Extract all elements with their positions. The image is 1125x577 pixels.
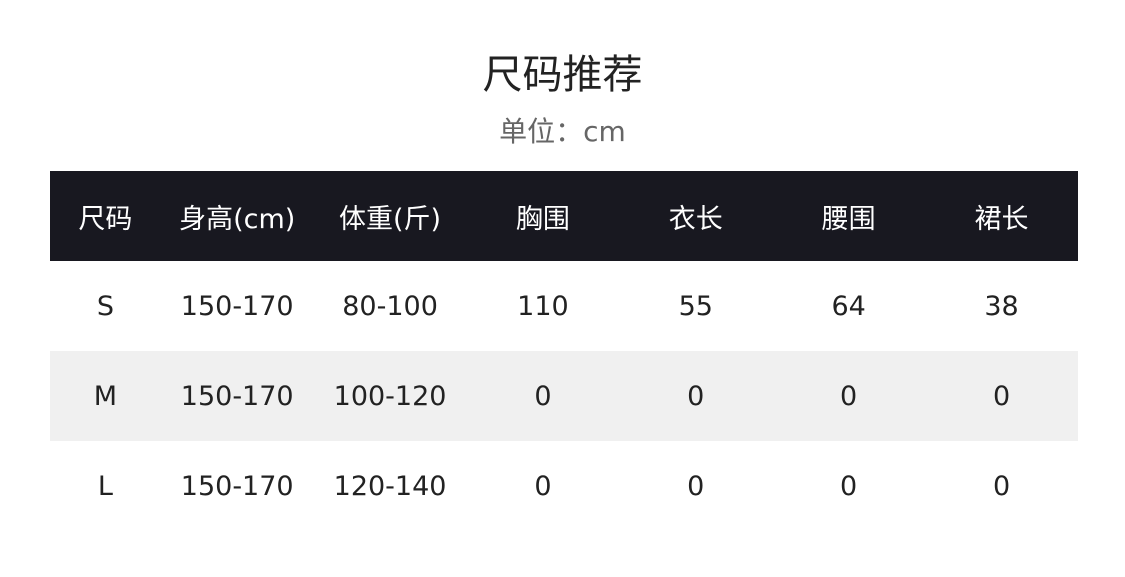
table-cell: 110 (517, 290, 569, 322)
header-cell: 身高(cm) (179, 203, 296, 235)
table-row: L 150-170 120-140 0 0 0 0 (50, 441, 1078, 531)
table-cell: 120-140 (333, 470, 447, 502)
table-cell: 0 (992, 470, 1011, 502)
table-cell: S (96, 290, 114, 322)
table-row: S 150-170 80-100 110 55 64 38 (50, 261, 1078, 351)
header-cell: 尺码 (78, 203, 133, 235)
header-cell: 衣长 (668, 203, 723, 235)
header-cell: 腰围 (821, 203, 876, 235)
table-cell: 150-170 (180, 290, 294, 322)
page-title: 尺码推荐 (482, 52, 643, 98)
header-cell: 裙长 (974, 203, 1029, 235)
table-cell: 0 (840, 470, 858, 502)
table-row: M 150-170 100-120 0 0 0 0 (50, 351, 1078, 441)
table-cell: L (97, 470, 113, 502)
table-cell: 80-100 (342, 290, 438, 322)
table-cell: 0 (687, 380, 705, 412)
table-cell: 0 (534, 380, 552, 412)
table-cell: 100-120 (333, 380, 447, 412)
table-cell: 38 (984, 290, 1019, 322)
table-cell: 0 (687, 470, 705, 502)
table-cell: 0 (992, 380, 1011, 412)
header-cell: 胸围 (515, 203, 570, 235)
table-cell: 150-170 (180, 380, 294, 412)
header-cell: 体重(斤) (339, 203, 442, 235)
table-cell: 0 (840, 380, 858, 412)
table-cell: 0 (534, 470, 552, 502)
table-cell: 64 (831, 290, 866, 322)
unit-label: 单位：cm (499, 115, 626, 148)
table-cell: M (93, 380, 118, 412)
table-cell: 55 (678, 290, 713, 322)
header-row: 尺码 身高(cm) 体重(斤) 胸围 衣长 腰围 裙长 (50, 171, 1078, 261)
table-cell: 150-170 (180, 470, 294, 502)
size-table: 尺码 身高(cm) 体重(斤) 胸围 衣长 腰围 裙长 S 150-170 80-1… (50, 171, 1078, 531)
